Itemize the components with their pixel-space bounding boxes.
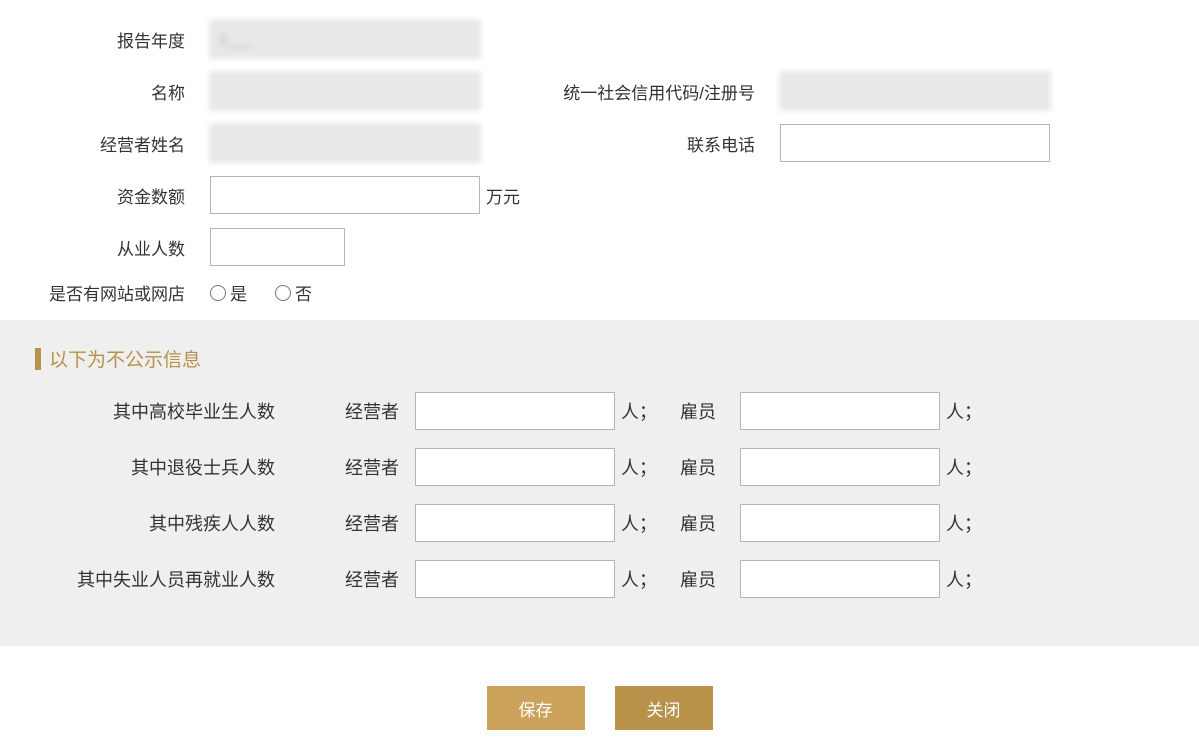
row-has-website: 是否有网站或网店 是 否 — [10, 280, 1189, 305]
label-operator-name: 经营者姓名 — [10, 131, 210, 156]
row-college: 其中高校毕业生人数 经营者 人； 雇员 人； — [15, 392, 1184, 430]
suffix-3b: 人； — [946, 510, 980, 536]
label-employee-4: 雇员 — [680, 566, 740, 592]
row-operator-name: 经营者姓名 联系电话 — [10, 124, 1189, 162]
label-veteran: 其中退役士兵人数 — [15, 454, 345, 480]
radio-item-no[interactable]: 否 — [275, 280, 312, 305]
input-name — [210, 72, 480, 110]
label-phone: 联系电话 — [480, 131, 780, 156]
row-reemployed: 其中失业人员再就业人数 经营者 人； 雇员 人； — [15, 560, 1184, 598]
non-public-section: 以下为不公示信息 其中高校毕业生人数 经营者 人； 雇员 人； 其中退役士兵人数… — [0, 320, 1199, 646]
input-phone[interactable] — [780, 124, 1050, 162]
row-name: 名称 统一社会信用代码/注册号 — [10, 72, 1189, 110]
row-employee-count: 从业人数 — [10, 228, 1189, 266]
suffix-1b: 人； — [946, 398, 980, 424]
label-operator-1: 经营者 — [345, 398, 415, 424]
suffix-4a: 人； — [621, 566, 655, 592]
input-college-employee[interactable] — [740, 392, 940, 430]
radio-item-yes[interactable]: 是 — [210, 280, 247, 305]
input-veteran-operator[interactable] — [415, 448, 615, 486]
radio-yes[interactable] — [210, 285, 226, 301]
label-college: 其中高校毕业生人数 — [15, 398, 345, 424]
radio-yes-label: 是 — [230, 280, 247, 305]
input-employee-count[interactable] — [210, 228, 345, 266]
input-disabled-employee[interactable] — [740, 504, 940, 542]
suffix-3a: 人； — [621, 510, 655, 536]
upper-form-container: 报告年度 名称 统一社会信用代码/注册号 经营者姓名 联系电话 资金数额 万元 … — [0, 0, 1199, 305]
label-has-website: 是否有网站或网店 — [10, 280, 210, 305]
label-credit-code: 统一社会信用代码/注册号 — [480, 79, 780, 104]
row-veteran: 其中退役士兵人数 经营者 人； 雇员 人； — [15, 448, 1184, 486]
save-button[interactable]: 保存 — [487, 686, 585, 730]
input-operator-name — [210, 124, 480, 162]
input-disabled-operator[interactable] — [415, 504, 615, 542]
label-disabled: 其中残疾人人数 — [15, 510, 345, 536]
suffix-2b: 人； — [946, 454, 980, 480]
input-credit-code — [780, 72, 1050, 110]
close-button[interactable]: 关闭 — [615, 686, 713, 730]
label-capital: 资金数额 — [10, 183, 210, 208]
suffix-4b: 人； — [946, 566, 980, 592]
row-report-year: 报告年度 — [10, 20, 1189, 58]
input-reemployed-employee[interactable] — [740, 560, 940, 598]
input-report-year — [210, 20, 480, 58]
label-operator-2: 经营者 — [345, 454, 415, 480]
input-capital[interactable] — [210, 176, 480, 214]
input-college-operator[interactable] — [415, 392, 615, 430]
label-employee-3: 雇员 — [680, 510, 740, 536]
row-capital: 资金数额 万元 — [10, 176, 1189, 214]
radio-no[interactable] — [275, 285, 291, 301]
input-reemployed-operator[interactable] — [415, 560, 615, 598]
label-reemployed: 其中失业人员再就业人数 — [15, 566, 345, 592]
row-disabled: 其中残疾人人数 经营者 人； 雇员 人； — [15, 504, 1184, 542]
section-header: 以下为不公示信息 — [35, 345, 1184, 372]
button-row: 保存 关闭 — [0, 686, 1199, 740]
radio-no-label: 否 — [295, 280, 312, 305]
unit-capital: 万元 — [486, 183, 520, 208]
label-name: 名称 — [10, 79, 210, 104]
label-report-year: 报告年度 — [10, 27, 210, 52]
label-employee-2: 雇员 — [680, 454, 740, 480]
radio-group-has-website: 是 否 — [210, 280, 312, 305]
input-veteran-employee[interactable] — [740, 448, 940, 486]
label-employee-count: 从业人数 — [10, 235, 210, 260]
suffix-1a: 人； — [621, 398, 655, 424]
suffix-2a: 人； — [621, 454, 655, 480]
section-title: 以下为不公示信息 — [49, 345, 201, 372]
section-bar-icon — [35, 348, 41, 370]
label-operator-3: 经营者 — [345, 510, 415, 536]
label-employee-1: 雇员 — [680, 398, 740, 424]
label-operator-4: 经营者 — [345, 566, 415, 592]
